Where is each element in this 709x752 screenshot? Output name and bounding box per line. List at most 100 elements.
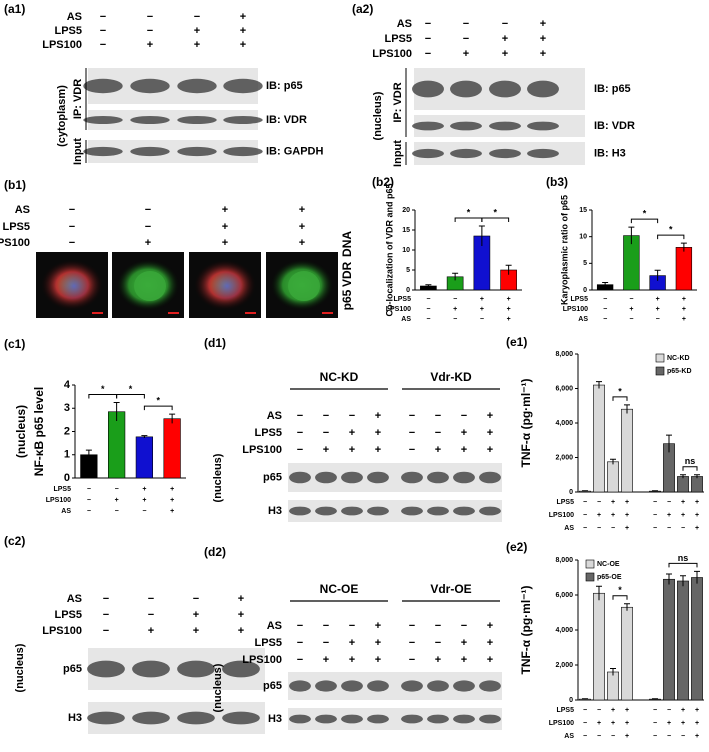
band <box>527 148 559 159</box>
condition-mark: − <box>681 733 685 740</box>
error-bar <box>624 404 630 414</box>
error-bar <box>610 668 616 676</box>
condition-mark: + <box>502 33 508 45</box>
condition-mark: − <box>115 508 119 515</box>
blot-label: H3 <box>268 713 282 725</box>
error-bar <box>602 282 609 287</box>
panel-label: (c2) <box>4 534 25 548</box>
band <box>479 714 501 724</box>
condition-mark: − <box>145 204 151 216</box>
condition-mark: − <box>297 410 303 422</box>
significance-label: ns <box>685 456 696 466</box>
condition-name: LPS100 <box>242 444 282 456</box>
significance-label: * <box>618 585 622 595</box>
blot <box>288 708 502 730</box>
band <box>427 471 449 484</box>
bar <box>135 436 154 479</box>
legend-label: p65-OE <box>597 574 622 581</box>
condition-mark: + <box>611 512 615 519</box>
condition-name: LPS5 <box>53 486 71 493</box>
condition-mark: + <box>299 204 305 216</box>
condition-mark: + <box>611 499 615 506</box>
condition-name: LPS5 <box>570 296 588 303</box>
condition-mark: + <box>375 654 381 666</box>
channel-label: p65 <box>340 289 354 310</box>
condition-name: LPS100 <box>549 512 574 519</box>
panel-label: (d2) <box>204 545 226 559</box>
condition-mark: + <box>194 25 200 37</box>
error-bar <box>624 603 630 611</box>
band <box>223 116 263 124</box>
condition-name: AS <box>564 733 574 740</box>
condition-mark: − <box>597 733 601 740</box>
condition-mark: − <box>463 33 469 45</box>
band <box>177 711 215 725</box>
condition-name: LPS100 <box>386 306 411 313</box>
condition-mark: − <box>425 18 431 30</box>
condition-name: LPS5 <box>556 499 574 506</box>
band <box>527 80 559 98</box>
condition-mark: − <box>297 620 303 632</box>
y-tick-label: 10 <box>402 247 410 254</box>
condition-mark: + <box>222 221 228 233</box>
band <box>401 471 423 484</box>
legend-label: NC-OE <box>597 561 620 568</box>
condition-mark: − <box>667 499 671 506</box>
error-bar <box>582 490 588 492</box>
condition-mark: − <box>426 306 430 313</box>
significance-label: * <box>669 224 673 234</box>
bar <box>663 578 675 701</box>
condition-mark: + <box>629 306 633 313</box>
panel-label: (a2) <box>352 2 373 16</box>
band <box>132 711 170 725</box>
condition-mark: − <box>349 620 355 632</box>
condition-name: LPS5 <box>556 707 574 714</box>
panel-label: (e2) <box>506 540 527 554</box>
condition-mark: + <box>170 508 174 515</box>
condition-mark: − <box>409 427 415 439</box>
y-tick-label: 8,000 <box>555 351 573 358</box>
condition-mark: + <box>435 654 441 666</box>
significance-label: * <box>129 384 133 394</box>
condition-mark: + <box>323 654 329 666</box>
condition-mark: + <box>682 316 686 323</box>
panel-label: (b1) <box>4 178 26 192</box>
condition-mark: + <box>625 707 629 714</box>
error-bar <box>628 226 635 245</box>
error-bar <box>452 272 459 281</box>
band <box>315 680 337 692</box>
condition-name: AS <box>578 316 588 323</box>
band <box>83 78 123 94</box>
blot-label: p65 <box>263 680 282 692</box>
condition-mark: − <box>349 410 355 422</box>
condition-mark: − <box>653 525 657 532</box>
blot-label: IB: H3 <box>594 147 626 159</box>
condition-mark: − <box>145 221 151 233</box>
band <box>315 714 337 724</box>
band <box>341 714 363 724</box>
condition-mark: − <box>629 296 633 303</box>
band <box>527 121 559 131</box>
bar <box>108 411 126 479</box>
legend-swatch <box>585 572 595 582</box>
condition-mark: − <box>435 410 441 422</box>
condition-mark: − <box>583 525 587 532</box>
band <box>289 714 311 724</box>
condition-name: LPS5 <box>384 33 412 45</box>
condition-mark: + <box>487 654 493 666</box>
error-bar <box>582 698 588 700</box>
condition-mark: + <box>681 720 685 727</box>
band <box>453 471 475 484</box>
band <box>177 146 217 157</box>
band <box>367 506 389 516</box>
condition-mark: + <box>170 486 174 493</box>
condition-mark: − <box>409 620 415 632</box>
band <box>132 660 170 678</box>
error-bar <box>680 242 687 252</box>
band <box>479 471 501 484</box>
condition-mark: − <box>69 204 75 216</box>
band <box>367 471 389 484</box>
condition-mark: − <box>603 316 607 323</box>
condition-name: AS <box>564 525 574 532</box>
